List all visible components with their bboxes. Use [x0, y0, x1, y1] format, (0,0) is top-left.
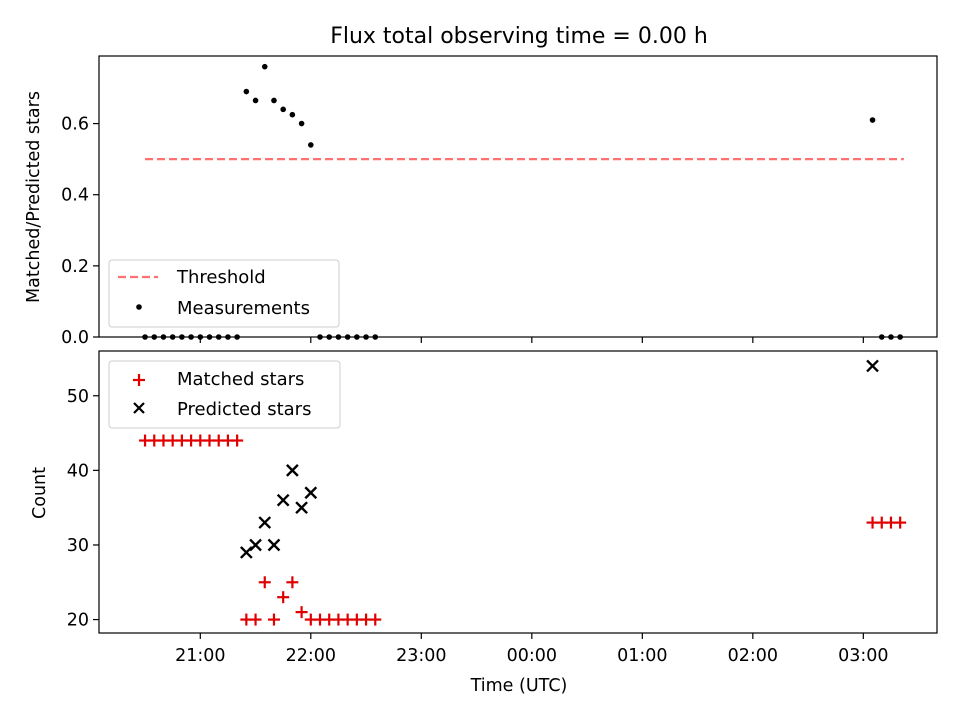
top-y-tick-label: 0.6	[61, 115, 89, 135]
bottom-ticks: 20 30 40 50 21:00 22:00 23:00 00:00 01:00 02:00 03…	[67, 387, 889, 666]
predicted-point	[249, 538, 262, 552]
top-panel: 0.0 0.2 0.4 0.6 Matched/Predicted stars Thr…	[24, 55, 938, 348]
matched-point	[295, 606, 308, 619]
measurement-point	[298, 120, 305, 127]
matched-point	[369, 613, 382, 626]
top-legend-box	[108, 259, 340, 328]
bottom-y-tick-label: 30	[67, 536, 89, 556]
bottom-y-tick-label: 40	[67, 461, 89, 481]
measurement-point	[289, 111, 296, 118]
bottom-y-axis-label: Count	[30, 467, 50, 519]
x-tick-label: 02:00	[728, 646, 778, 666]
matched-point	[258, 576, 271, 589]
measurement-point	[243, 88, 250, 95]
matched-point	[894, 516, 907, 529]
x-tick-label: 23:00	[396, 646, 446, 666]
top-legend: Threshold Measurements	[108, 259, 340, 328]
bottom-legend-box	[108, 360, 341, 429]
top-y-tick-label: 0.0	[61, 328, 89, 348]
measurement-point	[261, 63, 268, 70]
bottom-panel: 20 30 40 50 21:00 22:00 23:00 00:00 01:00 02:00 03…	[30, 350, 938, 696]
threshold-legend-label: Threshold	[176, 267, 266, 288]
chart-title: Flux total observing time = 0.00 h	[330, 24, 708, 49]
predicted-legend-swatch	[133, 402, 145, 414]
matched-point	[249, 613, 262, 626]
measurements-legend-label: Measurements	[177, 298, 310, 319]
bottom-y-tick-label: 20	[67, 611, 89, 631]
count-points	[139, 359, 907, 626]
matched-point	[267, 613, 280, 626]
matched-point	[277, 591, 290, 604]
matched-point	[286, 576, 299, 589]
x-tick-label: 03:00	[838, 646, 888, 666]
predicted-point	[304, 486, 318, 500]
matched-legend-label: Matched stars	[177, 369, 304, 390]
top-y-tick-label: 0.4	[61, 186, 89, 206]
measurement-point	[271, 97, 277, 104]
top-y-tick-label: 0.2	[61, 257, 89, 277]
predicted-point	[866, 359, 879, 373]
predicted-point	[258, 516, 272, 529]
x-tick-label: 21:00	[175, 646, 225, 666]
matched-legend-swatch	[133, 374, 145, 386]
x-tick-label: 00:00	[507, 646, 557, 666]
x-axis-label: Time (UTC)	[470, 676, 568, 696]
measurement-point	[252, 97, 259, 104]
bottom-y-tick-label: 50	[67, 387, 89, 407]
matched-point	[231, 434, 244, 447]
bottom-panel-frame	[98, 350, 938, 634]
top-panel-frame	[98, 55, 938, 338]
predicted-legend-label: Predicted stars	[177, 399, 311, 420]
predicted-point	[267, 538, 281, 552]
measurements-legend-swatch	[136, 304, 142, 310]
measurement-point	[869, 117, 876, 123]
x-tick-label: 22:00	[286, 646, 336, 666]
predicted-point	[286, 464, 299, 477]
predicted-point	[239, 546, 253, 559]
measurement-point	[308, 142, 314, 148]
predicted-point	[295, 501, 308, 515]
measurement-point	[280, 106, 286, 113]
top-y-axis-label: Matched/Predicted stars	[24, 91, 44, 303]
x-tick-label: 01:00	[617, 646, 667, 666]
predicted-point	[276, 493, 290, 507]
top-ticks: 0.0 0.2 0.4 0.6	[61, 115, 864, 348]
bottom-legend: Matched stars Predicted stars	[108, 360, 341, 429]
